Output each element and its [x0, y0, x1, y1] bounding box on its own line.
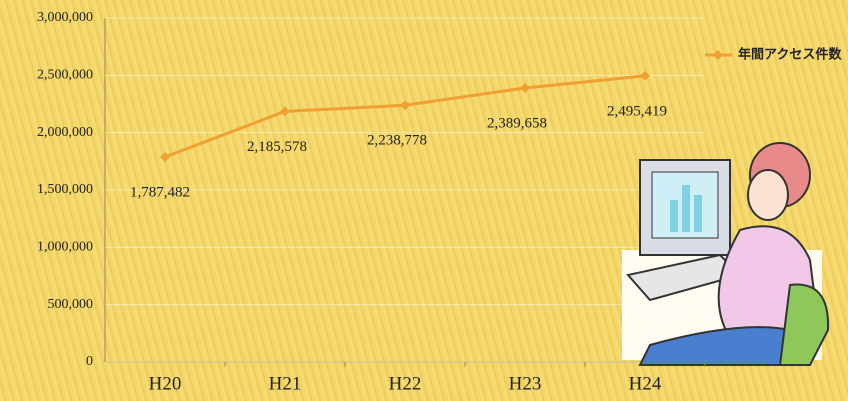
y-tick-label: 2,500,000: [37, 68, 93, 83]
value-label: 2,238,778: [367, 133, 427, 149]
clip-art: [622, 143, 828, 365]
x-tick-label: H21: [269, 373, 302, 394]
value-label: 2,185,578: [247, 139, 307, 155]
y-tick-label: 2,000,000: [37, 125, 93, 140]
x-tick-label: H23: [509, 373, 542, 394]
x-tick-label: H22: [389, 373, 422, 394]
point-marker: [520, 83, 530, 93]
y-tick-label: 1,500,000: [37, 182, 93, 197]
x-tick-label: H24: [629, 373, 662, 394]
y-tick-label: 0: [86, 354, 93, 369]
value-label: 1,787,482: [130, 184, 190, 200]
value-label: 2,495,419: [607, 103, 667, 119]
point-marker: [400, 100, 410, 110]
y-tick-label: 1,000,000: [37, 240, 93, 255]
chart: 0 500,000 1,000,000 1,500,000 2,000,000 2,500…: [0, 0, 848, 401]
y-tick-label: 500,000: [48, 297, 94, 312]
point-marker: [160, 152, 170, 162]
value-label: 2,389,658: [487, 115, 547, 131]
legend-label: 年間アクセス件数: [738, 47, 842, 63]
legend-marker: [713, 50, 723, 60]
point-marker: [280, 106, 290, 116]
x-tick-label: H20: [149, 373, 182, 394]
y-tick-label: 3,000,000: [37, 10, 93, 25]
point-marker: [640, 71, 650, 81]
